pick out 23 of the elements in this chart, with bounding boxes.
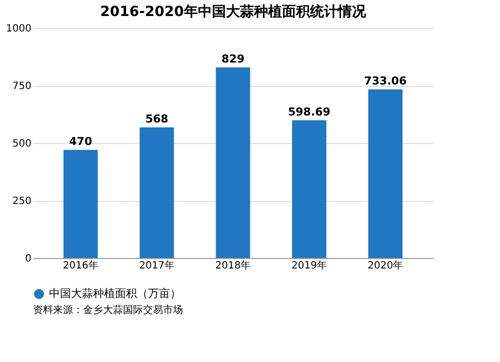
bar xyxy=(63,150,98,258)
text: 568 xyxy=(145,112,168,126)
x-tick-label: 2018年 xyxy=(215,260,251,272)
bar xyxy=(368,89,403,258)
bar xyxy=(216,67,250,258)
text: 598.69 xyxy=(288,105,330,118)
chart-title: 2016-2020年中国大蒜种植面积统计情况 xyxy=(100,3,367,20)
text: 470 xyxy=(69,134,92,148)
x-tick-label: 2016年 xyxy=(62,260,98,272)
y-tick-label: 1000 xyxy=(6,24,32,34)
legend-label: 中国大蒜种植面积（万亩） xyxy=(49,287,181,300)
x-tick-label: 2019年 xyxy=(291,260,327,272)
bar xyxy=(140,127,174,258)
y-tick-label: 0 xyxy=(25,254,32,264)
y-tick-label: 750 xyxy=(12,81,32,92)
x-tick-label: 2020年 xyxy=(368,260,404,272)
text: 733.06 xyxy=(364,74,407,88)
y-tick-label: 250 xyxy=(12,196,32,207)
text: 829 xyxy=(222,52,244,66)
y-tick-label: 500 xyxy=(12,138,32,150)
bar xyxy=(292,120,326,258)
x-tick-label: 2017年 xyxy=(139,260,175,272)
text: 资料来源：金乡大蒜国际交易市场 xyxy=(33,304,183,316)
